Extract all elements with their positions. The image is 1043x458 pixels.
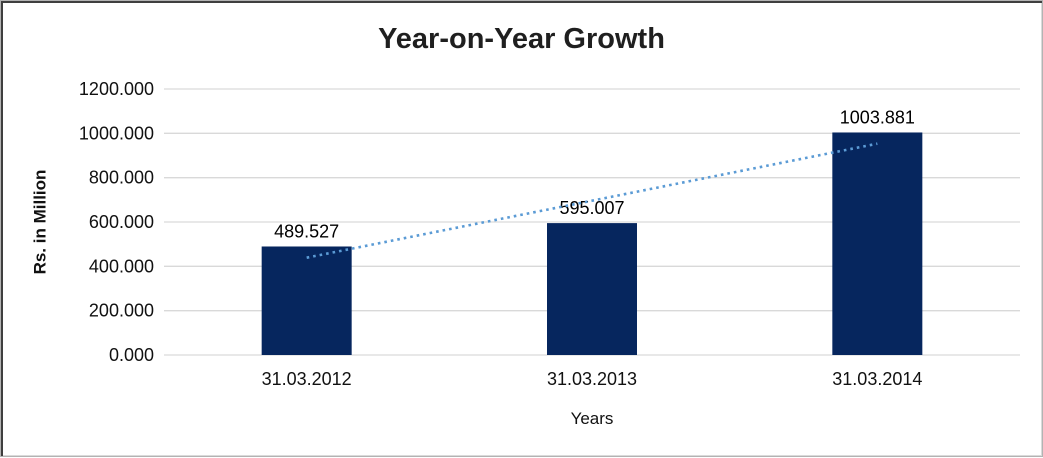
y-tick-label: 400.000 — [89, 256, 154, 276]
bar-value-label: 489.527 — [274, 221, 339, 241]
x-axis-title: Years — [570, 409, 614, 428]
y-tick-label: 600.000 — [89, 212, 154, 232]
trendline — [306, 142, 878, 259]
y-tick-label: 0.000 — [109, 345, 154, 365]
x-tick-label: 31.03.2012 — [262, 369, 352, 389]
bar — [261, 246, 352, 355]
y-tick-label: 1000.000 — [79, 123, 154, 143]
x-tick-label: 31.03.2014 — [832, 369, 922, 389]
bar-value-label: 1003.881 — [840, 107, 915, 127]
y-tick-label: 800.000 — [89, 168, 154, 188]
bar — [547, 223, 637, 355]
x-tick-label: 31.03.2013 — [547, 369, 637, 389]
bar-value-label: 595.007 — [559, 198, 624, 218]
chart-title: Year-on-Year Growth — [378, 23, 665, 55]
y-tick-label: 1200.000 — [79, 79, 154, 99]
bar — [832, 132, 923, 355]
y-tick-label: 200.000 — [89, 301, 154, 321]
